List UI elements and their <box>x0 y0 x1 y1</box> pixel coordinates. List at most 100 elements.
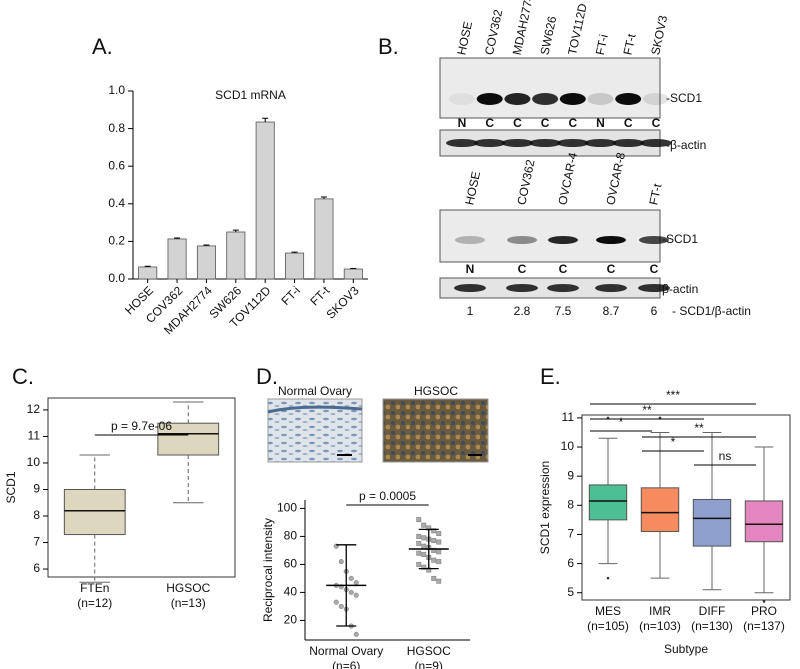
x-tick-label: HGSOC <box>166 581 210 595</box>
y-tick-label: 10 <box>561 439 575 453</box>
error-bar <box>320 196 327 199</box>
point <box>421 522 427 528</box>
outlier <box>606 576 610 580</box>
y-tick-label: 40 <box>284 585 298 599</box>
error-bar <box>262 117 269 123</box>
panel-label: C. <box>12 364 34 389</box>
y-tick-label: 11 <box>562 410 575 424</box>
error-bar <box>350 267 357 270</box>
point <box>348 589 354 595</box>
point <box>436 559 442 565</box>
point <box>421 535 427 541</box>
y-tick-label: 6 <box>33 561 40 575</box>
n-label: (n=105) <box>587 619 629 633</box>
y-tick-label: 0.4 <box>108 196 125 210</box>
lane-label: HOSE <box>462 170 483 206</box>
image-caption: HGSOC <box>414 384 458 398</box>
lane-label: HOSE <box>454 20 475 56</box>
sd-bar <box>336 544 357 627</box>
actin-band <box>454 284 486 292</box>
bracket-label: p = 9.7e-06 <box>111 419 172 433</box>
point <box>353 592 359 598</box>
y-tick-label: 1.0 <box>108 83 125 97</box>
n-label: (n=130) <box>691 619 733 633</box>
micrograph <box>382 398 489 463</box>
band <box>559 93 586 105</box>
actin-band <box>595 284 627 292</box>
image-caption: Normal Ovary <box>278 384 352 398</box>
plot-frame <box>581 414 791 601</box>
point <box>436 531 442 537</box>
y-tick-label: 100 <box>277 501 297 515</box>
actin-band <box>501 139 534 147</box>
bar <box>255 121 275 280</box>
bracket-label: * <box>619 415 624 429</box>
lane-type: C <box>559 262 568 276</box>
point <box>431 547 437 553</box>
y-tick-label: 9 <box>33 482 40 496</box>
actin-band <box>638 284 670 292</box>
y-tick-label: 0.2 <box>108 234 125 248</box>
actin-band <box>639 139 672 147</box>
band <box>639 236 669 244</box>
actin-band <box>547 284 579 292</box>
y-tick-label: 10 <box>27 455 41 469</box>
x-tick-label: FT-i <box>278 283 303 308</box>
chart-title: SCD1 mRNA <box>215 88 286 102</box>
lane-label: SW626 <box>537 15 559 57</box>
actin-band <box>446 139 478 147</box>
lane-type: C <box>650 262 659 276</box>
band-label: -β-actin <box>666 138 706 152</box>
y-tick-label: 6 <box>567 556 574 570</box>
lane-label: TOV112D <box>565 2 590 56</box>
point <box>416 550 422 556</box>
point <box>421 564 427 570</box>
lane-type: N <box>458 116 467 130</box>
box <box>588 484 628 521</box>
panel-label: B. <box>378 34 399 59</box>
band <box>587 93 614 105</box>
blot <box>439 209 661 263</box>
y-tick-label: 11 <box>28 429 41 443</box>
error-bar <box>232 229 239 232</box>
error-bar <box>291 251 298 254</box>
actin-band <box>556 139 589 147</box>
lane-label: FT-t <box>621 32 639 56</box>
panel-label: A. <box>92 34 113 59</box>
bar <box>343 268 363 280</box>
n-label: (n=103) <box>639 619 681 633</box>
box <box>744 500 784 543</box>
y-tick-label: 0.6 <box>108 158 125 172</box>
actin-band <box>506 284 538 292</box>
x-tick-label: PRO <box>751 604 777 618</box>
lane-label: FT-i <box>593 33 611 56</box>
y-tick-label: 80 <box>284 529 298 543</box>
lane-label: FT-t <box>646 182 664 206</box>
x-tick-label: Normal Ovary <box>309 644 383 658</box>
bar <box>167 238 187 280</box>
n-label: (n=6) <box>332 659 360 669</box>
box <box>157 422 220 456</box>
point <box>431 528 437 534</box>
lane-label: SKOV3 <box>648 14 670 56</box>
band <box>476 93 503 105</box>
actin-band <box>612 139 645 147</box>
x-tick-label: SKOV3 <box>323 283 361 321</box>
point <box>416 561 422 567</box>
band-label: -SCD1 <box>662 232 698 246</box>
error-bar <box>144 265 151 267</box>
lane-label: COV362 <box>482 8 505 56</box>
x-tick-label: HGSOC <box>407 644 451 658</box>
ratio: 1 <box>467 304 474 318</box>
y-tick-label: 7 <box>567 527 574 541</box>
bracket-label: ns <box>719 449 732 463</box>
panel-label: E. <box>540 364 561 389</box>
lane-type: C <box>624 116 633 130</box>
actin-band <box>529 139 562 147</box>
bar <box>196 245 216 280</box>
bar <box>314 198 334 280</box>
point <box>431 575 437 581</box>
bracket-label: ** <box>694 421 704 435</box>
plot-frame <box>47 397 236 578</box>
error-bar <box>203 244 210 246</box>
